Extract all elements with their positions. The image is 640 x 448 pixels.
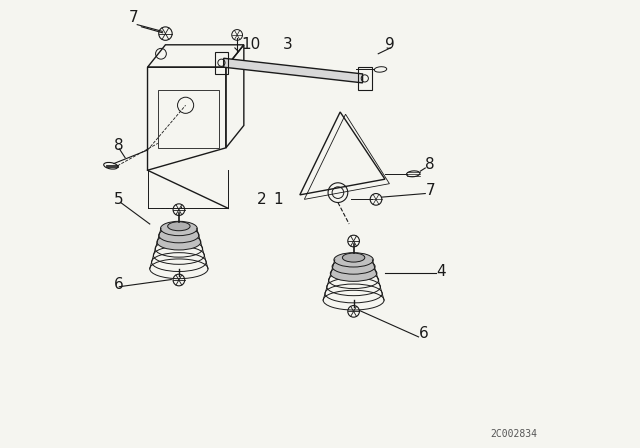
Text: 8: 8: [425, 157, 435, 172]
Ellipse shape: [330, 265, 377, 281]
Ellipse shape: [159, 228, 199, 243]
Ellipse shape: [161, 221, 197, 236]
Ellipse shape: [168, 222, 190, 231]
Text: 5: 5: [114, 192, 124, 207]
Text: 7: 7: [128, 10, 138, 26]
Ellipse shape: [157, 234, 201, 250]
Text: 4: 4: [436, 263, 446, 279]
Text: 8: 8: [114, 138, 124, 153]
Text: 6: 6: [419, 326, 428, 341]
Text: 6: 6: [114, 277, 124, 292]
Text: 1: 1: [273, 192, 283, 207]
Ellipse shape: [342, 253, 365, 262]
Text: 7: 7: [425, 183, 435, 198]
Text: 2C002834: 2C002834: [490, 429, 537, 439]
Ellipse shape: [332, 259, 375, 274]
Text: 9: 9: [385, 37, 395, 52]
Text: 2: 2: [257, 192, 267, 207]
Ellipse shape: [334, 253, 373, 267]
Text: 10: 10: [242, 37, 261, 52]
Polygon shape: [224, 58, 362, 83]
Text: 3: 3: [284, 37, 293, 52]
